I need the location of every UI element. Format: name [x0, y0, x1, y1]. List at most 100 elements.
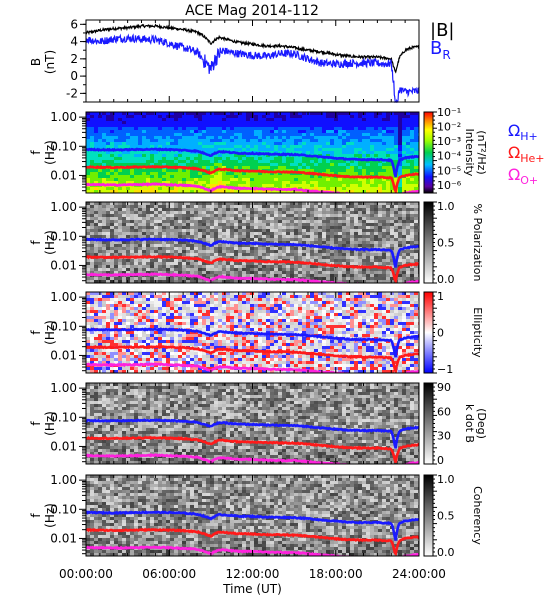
- spectrogram-cell: [298, 211, 302, 214]
- spectrogram-cell: [326, 151, 330, 154]
- spectrogram-cell: [270, 112, 274, 115]
- spectrogram-cell: [170, 187, 174, 190]
- spectrogram-cell: [230, 115, 234, 118]
- spectrogram-cell: [126, 205, 130, 208]
- spectrogram-cell: [302, 223, 306, 226]
- spectrogram-cell: [190, 124, 194, 127]
- spectrogram-cell: [134, 226, 138, 229]
- spectrogram-cell: [298, 187, 302, 190]
- spectrogram-cell: [330, 253, 334, 256]
- spectrogram-cell: [194, 175, 198, 178]
- spectrogram-cell: [362, 160, 366, 163]
- spectrogram-cell: [94, 139, 98, 142]
- spectrogram-cell: [86, 370, 90, 373]
- spectrogram-cell: [358, 160, 362, 163]
- spectrogram-cell: [174, 160, 178, 163]
- spectrogram-cell: [334, 121, 338, 124]
- spectrogram-cell: [186, 202, 190, 205]
- spectrogram-cell: [86, 187, 90, 190]
- spectrogram-cell: [206, 265, 210, 268]
- spectrogram-cell: [406, 151, 410, 154]
- spectrogram-cell: [270, 175, 274, 178]
- spectrogram-cell: [270, 139, 274, 142]
- spectrogram-cell: [286, 241, 290, 244]
- spectrogram-cell: [214, 250, 218, 253]
- spectrogram-cell: [174, 250, 178, 253]
- spectrogram-cell: [130, 181, 134, 184]
- spectrogram-cell: [234, 157, 238, 160]
- spectrogram-cell: [286, 124, 290, 127]
- spectrogram-cell: [246, 247, 250, 250]
- spectrogram-cell: [330, 127, 334, 130]
- spectrogram-cell: [202, 118, 206, 121]
- spectrogram-cell: [146, 208, 150, 211]
- spectrogram-cell: [330, 241, 334, 244]
- spectrogram-cell: [310, 211, 314, 214]
- spectrogram-cell: [186, 214, 190, 217]
- spectrogram-cell: [338, 229, 342, 232]
- spectrogram-cell: [238, 247, 242, 250]
- spectrogram-cell: [342, 217, 346, 220]
- spectrogram-cell: [198, 136, 202, 139]
- spectrogram-cell: [354, 133, 358, 136]
- spectrogram-cell: [110, 325, 114, 328]
- spectrogram-cell: [290, 232, 294, 235]
- spectrogram-cell: [402, 190, 406, 193]
- spectrogram-cell: [362, 205, 366, 208]
- spectrogram-cell: [314, 133, 318, 136]
- spectrogram-cell: [246, 211, 250, 214]
- spectrogram-cell: [150, 145, 154, 148]
- spectrogram-cell: [118, 262, 122, 265]
- spectrogram-cell: [210, 232, 214, 235]
- spectrogram-cell: [98, 208, 102, 211]
- spectrogram-cell: [290, 205, 294, 208]
- spectrogram-cell: [366, 124, 370, 127]
- spectrogram-cell: [262, 253, 266, 256]
- spectrogram-cell: [334, 241, 338, 244]
- spectrogram-cell: [122, 160, 126, 163]
- spectrogram-cell: [126, 175, 130, 178]
- spectrogram-cell: [170, 133, 174, 136]
- spectrogram-cell: [258, 229, 262, 232]
- spectrogram-cell: [342, 124, 346, 127]
- spectrogram-cell: [238, 160, 242, 163]
- spectrogram-cell: [206, 124, 210, 127]
- spectrogram-cell: [294, 205, 298, 208]
- spectrogram-cell: [246, 238, 250, 241]
- spectrogram-cell: [234, 217, 238, 220]
- spectrogram-cell: [370, 148, 374, 151]
- spectrogram-cell: [214, 274, 218, 277]
- spectrogram-cell: [386, 172, 390, 175]
- spectrogram-cell: [398, 214, 402, 217]
- spectrogram-cell: [170, 145, 174, 148]
- spectrogram-cell: [182, 217, 186, 220]
- spectrogram-cell: [106, 175, 110, 178]
- spectrogram-cell: [402, 250, 406, 253]
- spectrogram-cell: [350, 181, 354, 184]
- spectrogram-cell: [314, 145, 318, 148]
- spectrogram-cell: [210, 259, 214, 262]
- spectrogram-cell: [194, 130, 198, 133]
- spectrogram-cell: [298, 202, 302, 205]
- spectrogram-cell: [262, 265, 266, 268]
- spectrogram-cell: [178, 235, 182, 238]
- spectrogram-cell: [254, 142, 258, 145]
- spectrogram-cell: [298, 136, 302, 139]
- spectrogram-cell: [182, 229, 186, 232]
- spectrogram-cell: [362, 169, 366, 172]
- spectrogram-cell: [210, 187, 214, 190]
- colorbar-tick-label: 10⁻⁶: [437, 179, 462, 192]
- spectrogram-cell: [182, 136, 186, 139]
- spectrogram-cell: [110, 175, 114, 178]
- spectrogram-cell: [178, 208, 182, 211]
- spectrogram-cell: [274, 121, 278, 124]
- spectrogram-cell: [414, 166, 418, 169]
- spectrogram-cell: [130, 232, 134, 235]
- spectrogram-cell: [262, 262, 266, 265]
- spectrogram-cell: [150, 151, 154, 154]
- spectrogram-cell: [390, 121, 394, 124]
- spectrogram-cell: [350, 280, 354, 283]
- spectrogram-cell: [302, 178, 306, 181]
- spectrogram-cell: [338, 250, 342, 253]
- spectrogram-cell: [106, 154, 110, 157]
